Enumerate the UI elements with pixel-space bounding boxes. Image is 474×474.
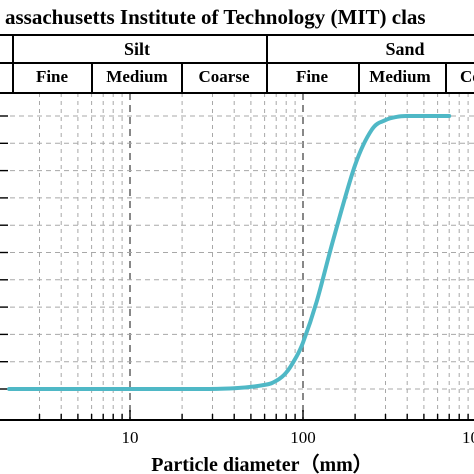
series-layer (7, 113, 452, 392)
subgroup-label-sand-coarse: Co (460, 67, 474, 86)
subgroup-label-sand-fine: Fine (296, 67, 329, 86)
group-label-sand: Sand (385, 39, 424, 59)
subgroup-label-silt-medium: Medium (106, 67, 167, 86)
x-tick-label-100: 100 (290, 428, 316, 447)
series-line-0 (7, 113, 452, 392)
header-table (0, 34, 474, 93)
subgroup-label-silt-coarse: Coarse (199, 67, 250, 86)
x-tick-label-10: 10 (122, 428, 139, 447)
plot-frame (0, 92, 474, 421)
subgroup-label-silt-fine: Fine (36, 67, 69, 86)
classification-title: assachusetts Institute of Technology (MI… (5, 5, 426, 29)
group-label-silt: Silt (124, 39, 150, 59)
grid-lines (10, 93, 474, 420)
x-tick-label-1000: 10 (462, 428, 474, 447)
subgroup-label-sand-medium: Medium (369, 67, 430, 86)
x-axis-title: Particle diameter（mm） (151, 453, 373, 474)
